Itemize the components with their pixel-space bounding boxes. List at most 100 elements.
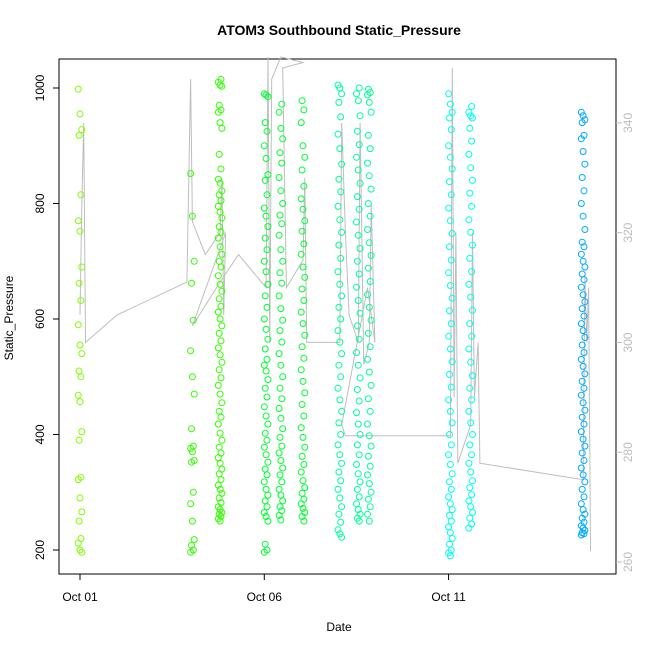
data-point [215, 150, 223, 158]
data-point [577, 531, 585, 539]
data-point [354, 470, 362, 478]
data-point [579, 506, 587, 514]
data-point [260, 204, 268, 212]
data-point [262, 155, 270, 162]
data-point [298, 513, 306, 520]
data-point [448, 165, 456, 173]
data-point [264, 376, 272, 384]
data-point [334, 441, 342, 449]
data-point [448, 358, 456, 366]
data-point [216, 517, 224, 525]
data-point [446, 511, 453, 519]
data-point [74, 217, 82, 225]
data-point [215, 223, 223, 231]
data-point [276, 503, 284, 511]
data-point [469, 114, 476, 122]
data-point [578, 449, 586, 457]
data-point [353, 193, 361, 201]
data-point [446, 243, 453, 251]
data-point [468, 268, 476, 276]
data-point [215, 407, 223, 415]
data-point [216, 390, 224, 398]
data-point [354, 231, 362, 239]
data-point [353, 461, 360, 468]
data-point [276, 149, 284, 157]
data-point [577, 108, 585, 116]
data-point [335, 98, 343, 106]
data-point [298, 452, 306, 460]
data-points [74, 75, 589, 560]
data-point [446, 282, 454, 289]
data-point [337, 113, 345, 121]
data-point [364, 226, 371, 233]
data-point [581, 160, 589, 168]
data-point [74, 85, 82, 93]
data-point [261, 176, 269, 184]
data-point [467, 468, 475, 476]
data-point [465, 216, 473, 224]
series-2 [260, 90, 309, 556]
data-point [354, 166, 362, 174]
data-point [214, 420, 222, 428]
data-point [264, 335, 272, 343]
data-point [447, 441, 455, 449]
data-point [366, 503, 374, 511]
data-point [365, 239, 373, 247]
data-point [215, 329, 223, 337]
data-point [446, 153, 454, 161]
data-point [577, 464, 585, 472]
data-point [468, 137, 476, 145]
data-point [188, 373, 196, 381]
data-point [262, 268, 270, 276]
data-point [581, 263, 589, 271]
data-point [335, 241, 343, 249]
data-point [217, 337, 225, 345]
data-point [262, 91, 270, 99]
data-point [447, 320, 455, 328]
data-point [261, 384, 269, 392]
data-point [188, 212, 196, 220]
data-point [301, 389, 309, 397]
data-point [277, 414, 285, 422]
data-point [466, 484, 474, 492]
data-point [353, 90, 360, 98]
data-point [335, 419, 343, 427]
data-point [581, 298, 589, 306]
data-point [334, 202, 342, 210]
data-point [74, 539, 82, 547]
data-point [214, 308, 222, 316]
data-point [78, 428, 86, 436]
data-point [445, 451, 453, 459]
data-point [74, 321, 82, 329]
data-point [300, 461, 308, 468]
data-point [298, 227, 306, 235]
data-point [579, 291, 587, 299]
data-point [364, 329, 372, 337]
data-point [218, 82, 226, 90]
data-point [216, 280, 224, 288]
data-point [275, 350, 283, 358]
data-point [215, 101, 223, 109]
data-point [355, 205, 363, 213]
data-point [338, 90, 346, 98]
data-point [447, 517, 455, 525]
data-point [275, 485, 283, 493]
data-point [261, 119, 269, 127]
data-point [446, 540, 453, 548]
data-point [187, 500, 195, 508]
x-tick-label: Oct 06 [247, 590, 283, 604]
data-point [77, 373, 85, 381]
data-point [298, 343, 306, 351]
data-point [190, 390, 198, 398]
data-point [261, 465, 269, 473]
data-point [581, 442, 589, 450]
data-point [216, 351, 224, 359]
data-point [276, 471, 284, 479]
data-point [216, 429, 224, 437]
data-point [260, 443, 268, 451]
data-point [448, 506, 456, 514]
data-point [76, 546, 84, 554]
data-point [338, 228, 346, 236]
data-point [187, 170, 195, 177]
data-point [263, 191, 271, 199]
